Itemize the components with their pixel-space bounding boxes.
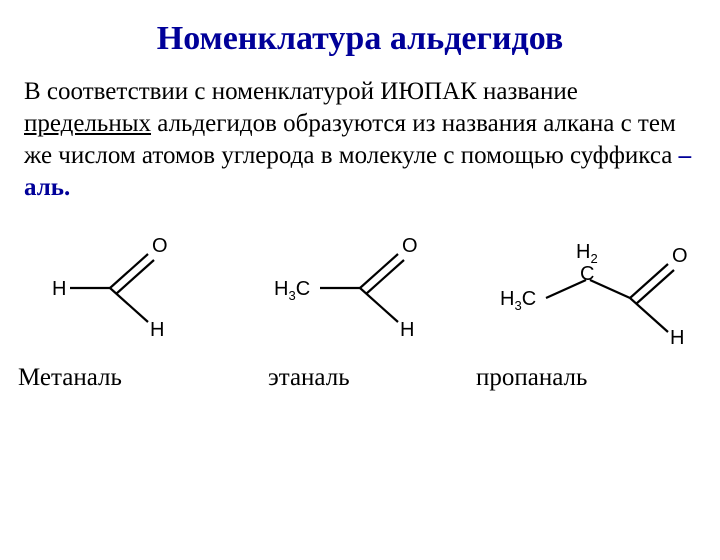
atom-ch3: H3C xyxy=(500,288,536,313)
bond xyxy=(110,288,148,322)
bond xyxy=(360,288,398,322)
bond xyxy=(590,280,630,298)
name-methanal: Метаналь xyxy=(18,364,122,404)
slide-title: Номенклатура альдегидов xyxy=(0,20,720,58)
atom-h-down: H xyxy=(400,319,414,341)
body-paragraph: В соответствии с номенклатурой ИЮПАК наз… xyxy=(24,76,696,204)
atom-h-down: H xyxy=(670,327,684,349)
names-row: Метаналь этаналь пропаналь xyxy=(18,364,702,404)
atom-h-down: H xyxy=(150,319,164,341)
structure-methanal: H O H xyxy=(40,218,200,353)
name-propanal: пропаналь xyxy=(476,364,587,392)
para-part1: В соответствии с номенклатурой ИЮПАК наз… xyxy=(24,78,578,105)
structure-propanal: H3C H2 C O H xyxy=(490,218,710,358)
atom-ch3: H3C xyxy=(274,278,310,303)
name-ethanal: этаналь xyxy=(268,364,350,392)
bond xyxy=(630,298,668,332)
atom-o: O xyxy=(672,245,688,267)
atom-c-mid: C xyxy=(580,263,594,285)
atom-h-left: H xyxy=(52,278,66,300)
structures-row: H O H H3C O H H3C H2 C O H xyxy=(0,218,720,358)
structure-ethanal: H3C O H xyxy=(260,218,450,353)
atom-o: O xyxy=(402,235,418,257)
para-underlined: предельных xyxy=(24,110,151,137)
atom-o: O xyxy=(152,235,168,257)
